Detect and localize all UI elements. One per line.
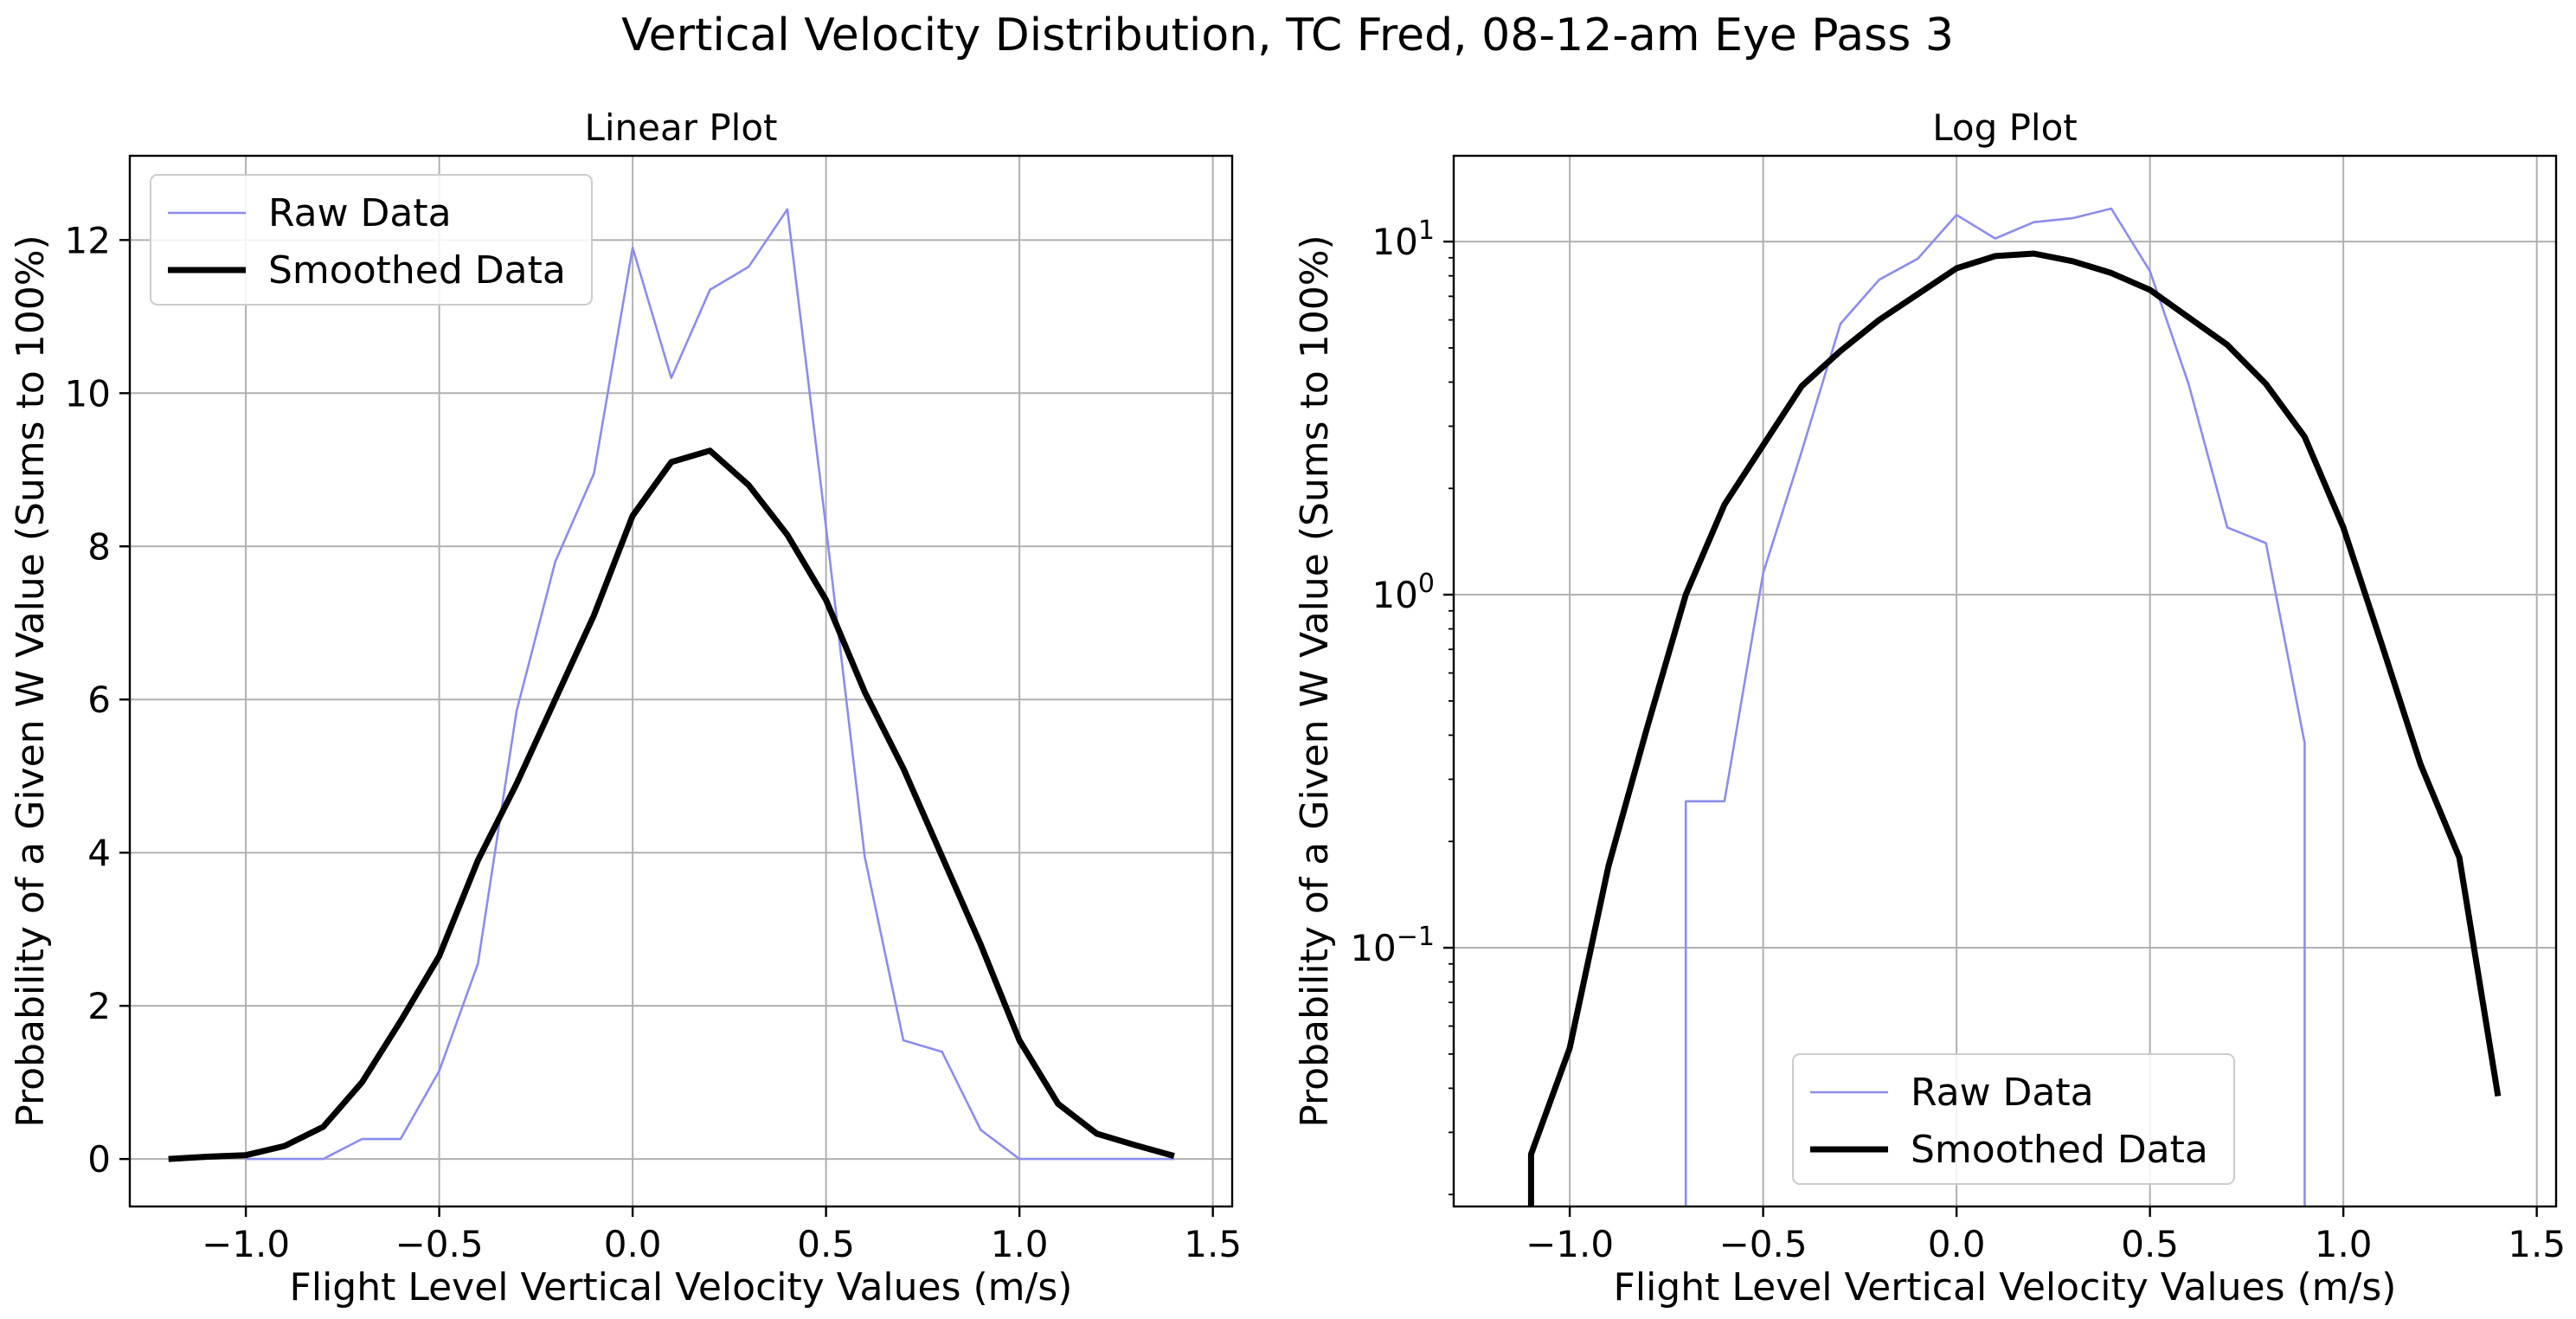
legend-label: Smoothed Data — [268, 248, 566, 293]
y-axis-label: Probability of a Given W Value (Sums to … — [1293, 235, 1337, 1127]
linear-plot-panel: −1.0 −0.5 0.0 0.5 1.0 1.5 0 2 4 6 8 10 12 Linear Plot… — [9, 106, 1242, 1309]
subplot-title: Linear Plot — [584, 106, 777, 149]
y-tick-label: 0 — [87, 1138, 111, 1181]
x-tick-label: 0.5 — [797, 1223, 855, 1265]
x-tick-label: 1.5 — [1184, 1223, 1242, 1265]
x-axis-label: Flight Level Vertical Velocity Values (m… — [290, 1265, 1073, 1309]
smoothed-data-line — [1527, 250, 2502, 1206]
x-tick-label: 0.5 — [2121, 1223, 2179, 1265]
x-tick-label: −0.5 — [395, 1223, 484, 1265]
smoothed-data-line — [168, 447, 1175, 1162]
x-tick-label: 0.0 — [604, 1223, 662, 1265]
y-axis-label: Probability of a Given W Value (Sums to … — [9, 235, 53, 1127]
x-tick-label: 1.5 — [2508, 1223, 2566, 1265]
y-tick-label: 12 — [65, 219, 111, 261]
raw-data-line — [1684, 207, 2306, 1206]
x-tick-label: −0.5 — [1719, 1223, 1808, 1265]
legend-label: Smoothed Data — [1911, 1128, 2208, 1172]
x-tick-label: 1.0 — [991, 1223, 1049, 1265]
figure-title: Vertical Velocity Distribution, TC Fred,… — [621, 10, 1954, 61]
legend-frame — [1792, 1053, 2235, 1185]
legend: Raw Data Smoothed Data — [150, 174, 593, 306]
axes-frame — [128, 154, 1234, 1208]
legend-frame — [150, 174, 593, 306]
legend: Raw Data Smoothed Data — [1792, 1053, 2235, 1185]
x-axis-label: Flight Level Vertical Velocity Values (m… — [1614, 1265, 2397, 1309]
y-tick-label: 10 — [65, 372, 111, 415]
log-plot-panel: −1.0 −0.5 0.0 0.5 1.0 1.5 10−1 100 101 Log Plot Fl… — [1293, 106, 2566, 1309]
x-tick-label: 1.0 — [2315, 1223, 2373, 1265]
y-tick-label: 4 — [87, 832, 111, 874]
x-tick-label: 0.0 — [1928, 1223, 1986, 1265]
x-tick-label: −1.0 — [1526, 1223, 1614, 1265]
y-tick-label: 2 — [87, 985, 111, 1027]
y-tick-label: 10−1 — [1350, 922, 1435, 969]
x-tick-label: −1.0 — [202, 1223, 290, 1265]
legend-label: Raw Data — [268, 191, 452, 235]
subplot-title: Log Plot — [1932, 106, 2078, 149]
legend-label: Raw Data — [1911, 1071, 2094, 1115]
y-tick-label: 101 — [1372, 216, 1435, 263]
y-tick-label: 6 — [87, 679, 111, 721]
axes-frame — [1452, 154, 2558, 1208]
y-tick-label: 8 — [87, 525, 111, 568]
raw-data-line — [246, 208, 1174, 1161]
y-tick-label: 100 — [1372, 569, 1435, 616]
